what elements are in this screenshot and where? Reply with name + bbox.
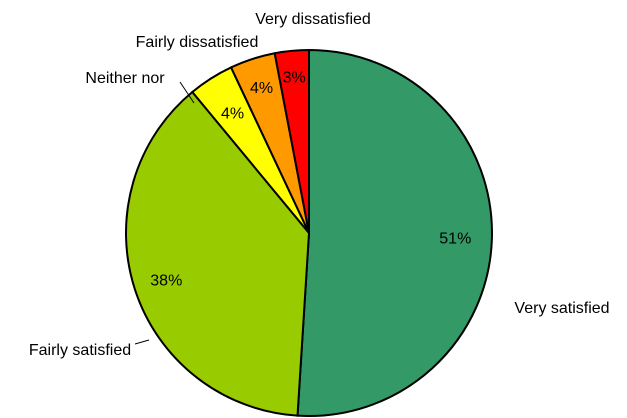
value-label-neither-nor: 4% xyxy=(221,106,244,123)
leader-lines xyxy=(134,81,195,345)
leader-line-fairly-satisfied xyxy=(134,339,150,345)
pie-slice-very-satisfied xyxy=(296,48,493,417)
value-label-fairly-dissatisfied: 4% xyxy=(250,80,273,97)
value-label-fairly-satisfied: 38% xyxy=(150,272,182,289)
leader-line-neither-nor xyxy=(179,81,195,104)
value-label-very-satisfied: 51% xyxy=(439,231,471,248)
category-label-very-dissatisfied: Very dissatisfied xyxy=(255,11,371,28)
category-label-very-satisfied: Very satisfied xyxy=(514,300,609,317)
pie-value-labels: 51% 38% 4% 4% 3% xyxy=(150,69,471,289)
category-label-neither-nor: Neither nor xyxy=(85,70,165,87)
value-label-very-dissatisfied: 3% xyxy=(283,69,306,86)
pie-slice-very-dissatisfied xyxy=(273,48,310,234)
pie-category-labels: Very satisfied Fairly satisfied Neither no… xyxy=(29,11,610,359)
category-label-fairly-dissatisfied: Fairly dissatisfied xyxy=(136,34,259,51)
pie-slice-fairly-satisfied xyxy=(125,90,311,417)
category-label-fairly-satisfied: Fairly satisfied xyxy=(29,342,131,359)
pie-slices xyxy=(125,48,493,417)
